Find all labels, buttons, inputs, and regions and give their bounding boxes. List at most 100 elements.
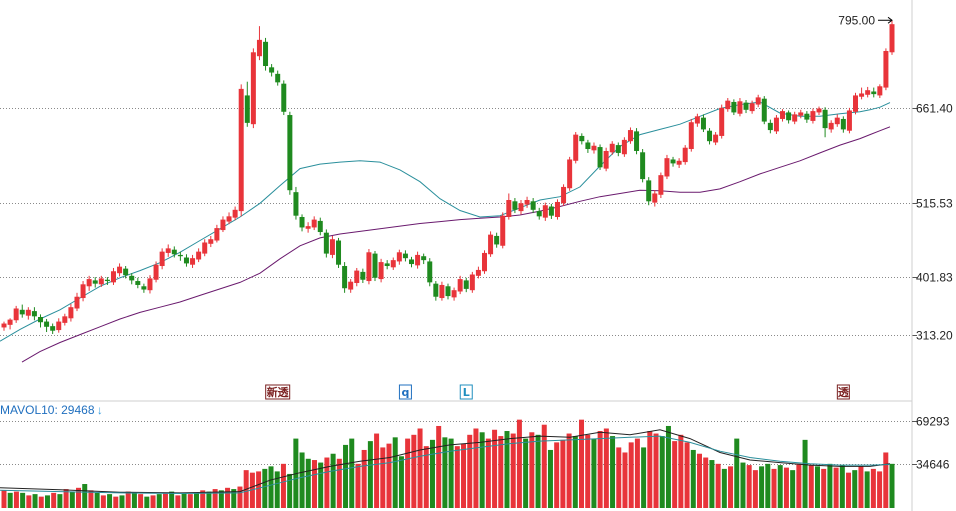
volume-bar xyxy=(361,449,367,508)
volume-ma-line xyxy=(0,429,891,494)
event-marker-box xyxy=(265,384,291,400)
volume-bar xyxy=(523,438,529,508)
volume-bar xyxy=(107,494,113,508)
candle-body xyxy=(244,95,250,123)
candle-body xyxy=(390,260,396,268)
candle-body xyxy=(68,307,74,319)
candle-body xyxy=(694,116,700,124)
volume-bar xyxy=(311,460,317,508)
volume-bar xyxy=(63,489,69,508)
event-marker: 透 xyxy=(836,384,850,400)
volume-bar xyxy=(32,494,38,508)
event-marker-label: 透 xyxy=(838,386,850,399)
candle-body xyxy=(293,192,299,216)
candle-body xyxy=(384,263,390,267)
candle-body xyxy=(147,278,153,291)
volume-bar xyxy=(299,452,305,508)
volume-bar xyxy=(827,463,833,508)
candle-body xyxy=(548,206,554,216)
volume-bar xyxy=(119,495,125,508)
price-tick-label: 515.53 xyxy=(916,197,953,211)
volume-bar xyxy=(808,465,814,508)
volume-bar xyxy=(653,433,659,508)
candle-body xyxy=(1,323,7,328)
candle-body xyxy=(275,73,281,83)
candle-body xyxy=(707,130,713,142)
volume-bar xyxy=(585,434,591,508)
candle-body xyxy=(700,117,706,130)
volume-bar xyxy=(734,438,740,508)
volume-bar xyxy=(7,492,13,508)
volume-bar xyxy=(113,496,119,508)
price-tick-label: 313.20 xyxy=(916,329,953,343)
candle-body xyxy=(372,253,378,278)
candle-body xyxy=(506,200,512,217)
candle-body xyxy=(317,220,323,233)
volume-tick-label: 34646 xyxy=(916,458,950,472)
candle-body xyxy=(780,111,786,119)
volume-bar xyxy=(417,428,423,508)
volume-bar xyxy=(411,434,417,508)
volume-bar xyxy=(796,463,802,508)
volume-bar xyxy=(535,434,541,508)
volume-bar xyxy=(709,460,715,508)
volume-bar xyxy=(647,431,653,508)
event-marker: 新透 xyxy=(265,384,291,400)
candle-body xyxy=(74,296,80,309)
candle-body xyxy=(567,159,573,189)
volume-bar xyxy=(492,429,498,508)
volume-bar xyxy=(262,468,268,508)
candle-body xyxy=(421,256,427,261)
candle-body xyxy=(190,258,196,265)
candle-body xyxy=(773,117,779,132)
volume-bar xyxy=(610,436,616,508)
candle-body xyxy=(31,311,37,317)
candle-body xyxy=(853,95,859,112)
candle-body xyxy=(652,193,658,203)
volume-bar xyxy=(131,492,137,508)
candle-body xyxy=(451,290,457,298)
candle-body xyxy=(269,67,275,73)
candle-body xyxy=(135,281,141,285)
price-gridlines xyxy=(0,108,912,336)
volume-bar xyxy=(622,452,628,508)
candle-body xyxy=(676,160,682,165)
candle-body xyxy=(250,52,256,125)
volume-bar xyxy=(13,491,19,508)
volume-bar xyxy=(821,468,827,508)
volume-bar xyxy=(156,494,162,508)
volume-tick-label: 69293 xyxy=(916,415,950,429)
volume-bar xyxy=(547,449,553,508)
candle-body xyxy=(725,100,731,110)
candle-body xyxy=(110,271,116,283)
candle-body xyxy=(129,275,135,281)
candle-body xyxy=(305,226,311,229)
volume-bar xyxy=(765,463,771,508)
candle-body xyxy=(871,91,877,95)
down-arrow-icon: ↓ xyxy=(97,403,103,417)
candle-body xyxy=(232,209,238,218)
volume-bar xyxy=(237,486,243,508)
volume-bar xyxy=(889,463,895,508)
volume-bar xyxy=(144,496,150,508)
volume-bar xyxy=(305,458,311,508)
candle-body xyxy=(500,215,506,246)
candle-body xyxy=(627,130,633,142)
volume-bar xyxy=(746,465,752,508)
candle-body xyxy=(737,101,743,114)
volume-bar xyxy=(498,436,504,508)
volume-bar xyxy=(721,468,727,508)
volume-bar xyxy=(374,433,380,508)
event-markers: 新透 q L 透 xyxy=(265,384,850,400)
candlestick-series[interactable] xyxy=(1,20,895,334)
volume-bar xyxy=(256,471,262,508)
candle-body xyxy=(488,234,494,255)
candle-body xyxy=(603,150,609,169)
event-marker: q xyxy=(398,384,412,400)
candle-body xyxy=(457,279,463,292)
volume-bar xyxy=(88,490,94,508)
volume-bar xyxy=(181,492,187,508)
candle-body xyxy=(117,266,123,274)
